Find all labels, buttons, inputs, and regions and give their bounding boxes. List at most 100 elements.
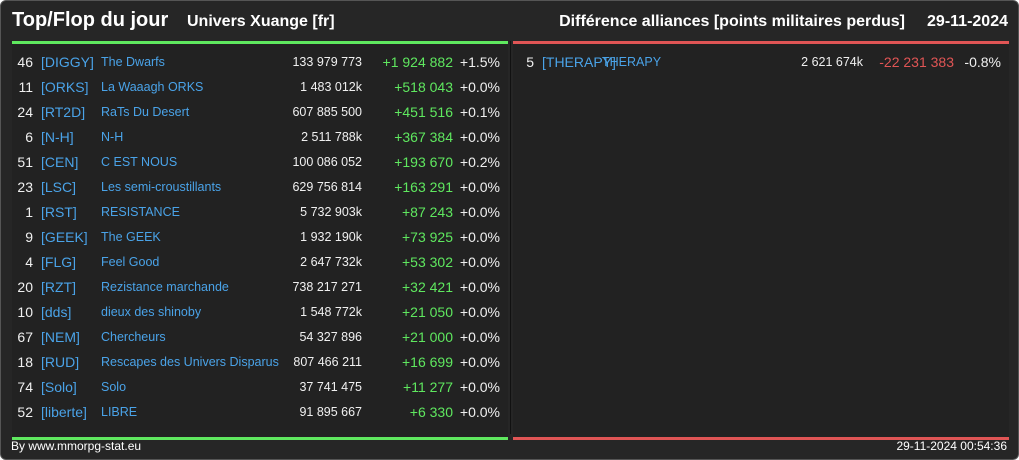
top-row: 46 [DIGGY] The Dwarfs 133 979 773 +1 924 882… bbox=[12, 51, 508, 73]
alliance-name-link[interactable]: dieux des shinoby bbox=[101, 305, 202, 319]
alliance-name-link[interactable]: Rescapes des Univers Disparus bbox=[101, 355, 279, 369]
alliance-name-link[interactable]: N-H bbox=[101, 130, 124, 144]
top-row: 52 [liberte] LIBRE 91 895 667 +6 330 +0.0% bbox=[12, 401, 508, 423]
alliance-tag-link[interactable]: [RUD] bbox=[41, 354, 80, 370]
alliance-rank: 9 bbox=[25, 229, 33, 245]
alliance-points: 629 756 814 bbox=[292, 180, 362, 194]
alliance-rank: 24 bbox=[17, 104, 33, 120]
top-row: 9 [GEEK] The GEEK 1 932 190k +73 925 +0.0% bbox=[12, 226, 508, 248]
top-row: 23 [LSC] Les semi-croustillants 629 756 814… bbox=[12, 176, 508, 198]
alliance-tag-link[interactable]: [N-H] bbox=[41, 129, 74, 145]
points-difference: +518 043 bbox=[394, 79, 453, 95]
top-row: 24 [RT2D] RaTs Du Desert 607 885 500 +451 51… bbox=[12, 101, 508, 123]
panel-divider bbox=[510, 41, 511, 434]
alliance-rank: 10 bbox=[17, 304, 33, 320]
alliance-name-link[interactable]: The Dwarfs bbox=[101, 55, 165, 69]
alliance-tag-link[interactable]: [CEN] bbox=[41, 154, 79, 170]
alliance-rank: 67 bbox=[17, 329, 33, 345]
points-difference: +367 384 bbox=[394, 129, 453, 145]
alliance-tag-link[interactable]: [NEM] bbox=[41, 329, 80, 345]
ranking-subtitle: Différence alliances [points militaires … bbox=[559, 13, 905, 30]
alliance-rank: 1 bbox=[25, 204, 33, 220]
alliance-name-link[interactable]: Rezistance marchande bbox=[101, 280, 229, 294]
alliance-name-link[interactable]: Chercheurs bbox=[101, 330, 166, 344]
top-row: 1 [RST] RESISTANCE 5 732 903k +87 243 +0.0% bbox=[12, 201, 508, 223]
flop-row: 5 [THERAPY] THERAPY 2 621 674k -22 231 383 -0… bbox=[513, 51, 1009, 73]
footer-source[interactable]: By www.mmorpg-stat.eu bbox=[11, 439, 142, 453]
alliance-points: 1 932 190k bbox=[300, 230, 362, 244]
alliance-tag-link[interactable]: [LSC] bbox=[41, 179, 77, 195]
alliance-points: 1 548 772k bbox=[300, 305, 362, 319]
points-difference: +11 277 bbox=[403, 379, 453, 395]
points-difference: +53 302 bbox=[402, 254, 453, 270]
alliance-rank: 46 bbox=[17, 54, 33, 70]
alliance-name-link[interactable]: THERAPY bbox=[602, 55, 662, 69]
alliance-tag-link[interactable]: [GEEK] bbox=[41, 229, 88, 245]
points-difference: +21 000 bbox=[402, 329, 453, 345]
alliance-points: 738 217 271 bbox=[292, 280, 362, 294]
alliance-points: 2 511 788k bbox=[301, 130, 362, 144]
alliance-name-link[interactable]: The GEEK bbox=[101, 230, 161, 244]
alliance-rank: 74 bbox=[17, 379, 33, 395]
top-row: 6 [N-H] N-H 2 511 788k +367 384 +0.0% bbox=[12, 126, 508, 148]
page-title: Top/Flop du jour bbox=[12, 9, 169, 31]
alliance-tag-link[interactable]: [RT2D] bbox=[41, 104, 86, 120]
percent-change: +0.0% bbox=[459, 79, 500, 95]
alliance-points: 2 647 732k bbox=[300, 255, 362, 269]
alliance-tag-link[interactable]: [THERAPY] bbox=[542, 54, 616, 70]
alliance-name-link[interactable]: Feel Good bbox=[101, 255, 160, 269]
alliance-tag-link[interactable]: [liberte] bbox=[41, 404, 87, 420]
alliance-points: 807 466 211 bbox=[293, 355, 362, 369]
header: Top/Flop du jour Univers Xuange [fr] Dif… bbox=[1, 1, 1018, 41]
percent-change: -0.8% bbox=[964, 54, 1001, 70]
points-difference: +87 243 bbox=[402, 204, 453, 220]
top-row: 4 [FLG] Feel Good 2 647 732k +53 302 +0.0% bbox=[12, 251, 508, 273]
alliance-name-link[interactable]: C EST NOUS bbox=[101, 155, 178, 169]
alliance-points: 37 741 475 bbox=[299, 380, 362, 394]
points-difference: -22 231 383 bbox=[879, 54, 954, 70]
percent-change: +0.0% bbox=[459, 279, 500, 295]
alliance-name-link[interactable]: RESISTANCE bbox=[101, 205, 180, 219]
alliance-tag-link[interactable]: [RZT] bbox=[41, 279, 76, 295]
alliance-name-link[interactable]: La Waaagh ORKS bbox=[101, 80, 204, 94]
alliance-tag-link[interactable]: [dds] bbox=[41, 304, 72, 320]
percent-change: +0.0% bbox=[459, 179, 500, 195]
percent-change: +0.0% bbox=[459, 254, 500, 270]
flop-panel: 5 [THERAPY] THERAPY 2 621 674k -22 231 383 -0… bbox=[513, 41, 1009, 440]
percent-change: +0.0% bbox=[459, 304, 500, 320]
percent-change: +0.0% bbox=[459, 379, 500, 395]
points-difference: +193 670 bbox=[394, 154, 453, 170]
alliance-name-link[interactable]: RaTs Du Desert bbox=[101, 105, 190, 119]
alliance-points: 2 621 674k bbox=[801, 55, 863, 69]
top-row: 51 [CEN] C EST NOUS 100 086 052 +193 670 +0.2… bbox=[12, 151, 508, 173]
alliance-points: 5 732 903k bbox=[300, 205, 362, 219]
percent-change: +1.5% bbox=[459, 54, 500, 70]
points-difference: +32 421 bbox=[402, 279, 453, 295]
percent-change: +0.0% bbox=[459, 204, 500, 220]
alliance-points: 133 979 773 bbox=[292, 55, 362, 69]
alliance-tag-link[interactable]: [ORKS] bbox=[41, 79, 89, 95]
points-difference: +16 699 bbox=[402, 354, 453, 370]
alliance-name-link[interactable]: Solo bbox=[101, 380, 127, 394]
alliance-points: 1 483 012k bbox=[300, 80, 362, 94]
percent-change: +0.0% bbox=[459, 404, 500, 420]
alliance-tag-link[interactable]: [Solo] bbox=[41, 379, 77, 395]
points-difference: +451 516 bbox=[394, 104, 453, 120]
points-difference: +1 924 882 bbox=[382, 54, 453, 70]
points-difference: +163 291 bbox=[394, 179, 453, 195]
top-row: 74 [Solo] Solo 37 741 475 +11 277 +0.0% bbox=[12, 376, 508, 398]
alliance-rank: 52 bbox=[17, 404, 33, 420]
alliance-name-link[interactable]: LIBRE bbox=[101, 405, 138, 419]
alliance-name-link[interactable]: Les semi-croustillants bbox=[101, 180, 222, 194]
top-row: 18 [RUD] Rescapes des Univers Disparus 807 … bbox=[12, 351, 508, 373]
percent-change: +0.0% bbox=[459, 229, 500, 245]
percent-change: +0.0% bbox=[459, 129, 500, 145]
alliance-tag-link[interactable]: [DIGGY] bbox=[41, 54, 94, 70]
alliance-points: 607 885 500 bbox=[292, 105, 362, 119]
alliance-rank: 4 bbox=[25, 254, 33, 270]
alliance-rank: 51 bbox=[17, 154, 33, 170]
alliance-tag-link[interactable]: [RST] bbox=[41, 204, 77, 220]
alliance-tag-link[interactable]: [FLG] bbox=[41, 254, 77, 270]
alliance-points: 100 086 052 bbox=[292, 155, 362, 169]
